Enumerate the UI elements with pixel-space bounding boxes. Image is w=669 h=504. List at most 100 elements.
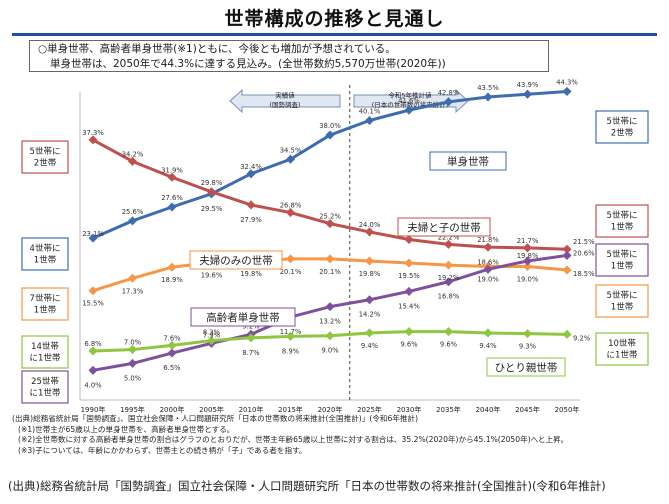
- data-point-couple_only: [167, 262, 177, 272]
- right-ratio-box-couple_children: [595, 204, 649, 238]
- data-label-elderly_single: 15.4%: [398, 302, 420, 310]
- right-ratio-label-couple_only-line: 5世帯に: [607, 290, 638, 301]
- right-ratio-box-single_parent: [595, 332, 649, 366]
- data-label-single_parent: 9.6%: [400, 341, 418, 349]
- left-ratio-label-single_parent-line: に1世帯: [30, 353, 61, 364]
- data-point-single: [443, 97, 454, 107]
- right-ratio-label-couple_children: 5世帯に 1世帯: [607, 210, 638, 233]
- projection-period-label-line: (日本の世帯数の将来推計): [372, 100, 449, 109]
- data-label-single: 23.1%: [82, 230, 104, 238]
- data-label-single: 32.4%: [240, 163, 262, 171]
- data-label-elderly_single: 13.2%: [319, 318, 341, 326]
- left-ratio-box-elderly_single: [21, 370, 69, 404]
- data-label-couple_only: 19.8%: [240, 270, 262, 278]
- data-point-elderly_single: [325, 302, 335, 312]
- data-label-single_parent: 7.0%: [124, 339, 142, 347]
- data-point-couple_only: [88, 286, 98, 296]
- x-tick-label: 1990年: [81, 405, 106, 414]
- data-label-couple_only: 19.2%: [438, 274, 460, 282]
- left-ratio-label-single_parent-line: 14世帯: [31, 341, 59, 352]
- left-ratio-label-couple_only-line: 7世帯に: [30, 293, 61, 304]
- data-label-couple_only: 19.6%: [201, 271, 223, 279]
- series-name-couple_children: 夫婦と子の世帯: [407, 221, 481, 234]
- left-ratio-label-couple_children: 5世帯に 2世帯: [30, 146, 61, 169]
- x-tick-label: 2030年: [397, 405, 422, 414]
- data-label-couple_only: 20.1%: [280, 268, 302, 276]
- series-name-box-couple_only: [189, 250, 283, 270]
- actual-period-label-line: 実績値: [275, 91, 295, 100]
- data-label-single_parent: 9.4%: [361, 342, 379, 350]
- left-ratio-label-single-line: 1世帯: [34, 255, 57, 266]
- data-point-single: [522, 89, 533, 99]
- data-point-single: [167, 202, 177, 212]
- data-point-couple_children: [206, 187, 217, 197]
- actual-period-label: 実績値(国勢調査): [269, 91, 300, 110]
- data-point-elderly_single: [167, 348, 177, 358]
- right-ratio-box-single: [595, 110, 649, 144]
- projection-period-label-line: 令和5年推計値: [388, 91, 432, 100]
- data-point-couple_children: [88, 135, 98, 145]
- data-label-single: 43.9%: [517, 81, 539, 89]
- series-name-single_parent: ひとり親世帯: [495, 361, 558, 374]
- data-label-elderly_single: 5.0%: [124, 374, 142, 382]
- data-label-couple_only: 19.5%: [398, 272, 420, 280]
- note-1: (※1)世帯主が65歳以上の単身世帯を、高齢者単身世帯とする。: [18, 424, 235, 434]
- left-ratio-label-elderly_single-line: に1世帯: [30, 388, 61, 399]
- data-point-couple_only: [522, 261, 533, 272]
- data-point-couple_only: [285, 254, 296, 264]
- data-label-single_parent: 8.3%: [203, 329, 221, 337]
- actual-period-arrow: [229, 88, 341, 114]
- data-label-single_parent: 9.0%: [321, 347, 339, 355]
- right-ratio-box-elderly_single: [595, 243, 649, 277]
- data-label-couple_only: 18.5%: [573, 270, 595, 278]
- data-label-single_parent: 9.6%: [440, 341, 458, 349]
- right-ratio-label-couple_children-line: 1世帯: [611, 222, 634, 233]
- left-ratio-label-elderly_single-line: 25世帯: [31, 376, 59, 387]
- data-point-couple_only: [404, 258, 414, 268]
- data-point-elderly_single: [364, 295, 375, 305]
- note-2: (※2)全世帯数に対する高齢者単身世帯の割合はグラフのとおりだが、世帯主年齢65…: [18, 435, 569, 445]
- data-label-single: 42.8%: [438, 89, 460, 97]
- data-point-single_parent: [206, 336, 217, 346]
- data-point-single: [127, 216, 138, 226]
- data-point-single_parent: [246, 333, 256, 343]
- right-ratio-label-single_parent-line: に1世帯: [607, 350, 638, 361]
- data-label-couple_only: 18.9%: [161, 276, 183, 284]
- series-name-single: 単身世帯: [447, 155, 489, 168]
- note-source: (出典)総務省統計局「国勢調査」、国立社会保障・人口問題研究所「日本の世帯数の将…: [12, 414, 419, 423]
- data-label-single: 40.1%: [359, 108, 381, 116]
- data-point-single_parent: [522, 329, 533, 339]
- x-tick-label: 2025年: [357, 405, 382, 414]
- series-name-box-single_parent: [486, 357, 566, 377]
- data-label-single: 25.6%: [122, 208, 144, 216]
- data-label-single_parent: 8.7%: [242, 349, 260, 357]
- source-credit: (出典)総務省統計局「国勢調査」国立社会保障・人口問題研究所「日本の世帯数の将来…: [8, 479, 606, 493]
- data-point-single_parent: [325, 331, 335, 341]
- data-label-couple_only: 17.3%: [122, 287, 144, 295]
- data-label-elderly_single: 18.6%: [477, 258, 499, 266]
- right-ratio-label-elderly_single-line: 5世帯に: [607, 249, 638, 260]
- data-point-single_parent: [562, 329, 572, 339]
- x-tick-label: 2005年: [199, 405, 224, 414]
- data-point-single_parent: [127, 345, 138, 355]
- x-tick-label: 2050年: [555, 405, 580, 414]
- data-label-couple_children: 22.2%: [438, 233, 460, 241]
- data-label-elderly_single: 4.0%: [84, 381, 102, 389]
- left-ratio-box-single_parent: [21, 335, 69, 369]
- summary-line-1: ○単身世帯、高齢者単身世帯(※1)ともに、今後とも増加が予想されている。: [38, 43, 396, 55]
- data-label-couple_children: 24.0%: [359, 221, 381, 229]
- right-ratio-label-elderly_single: 5世帯に 1世帯: [607, 249, 638, 272]
- title-underline: [12, 33, 657, 36]
- left-ratio-label-single-line: 4世帯に: [30, 243, 61, 254]
- x-tick-label: 2035年: [436, 405, 461, 414]
- data-point-elderly_single: [562, 250, 572, 260]
- data-label-elderly_single: 16.8%: [438, 293, 460, 301]
- data-point-couple_children: [246, 200, 256, 210]
- data-label-single_parent: 6.8%: [84, 340, 102, 348]
- x-tick-label: 2010年: [239, 405, 264, 414]
- data-point-single: [404, 105, 414, 115]
- data-label-single_parent: 9.3%: [519, 343, 537, 351]
- data-label-couple_only: 19.8%: [359, 270, 381, 278]
- data-point-elderly_single: [127, 358, 138, 368]
- data-label-single: 41.6%: [398, 97, 420, 105]
